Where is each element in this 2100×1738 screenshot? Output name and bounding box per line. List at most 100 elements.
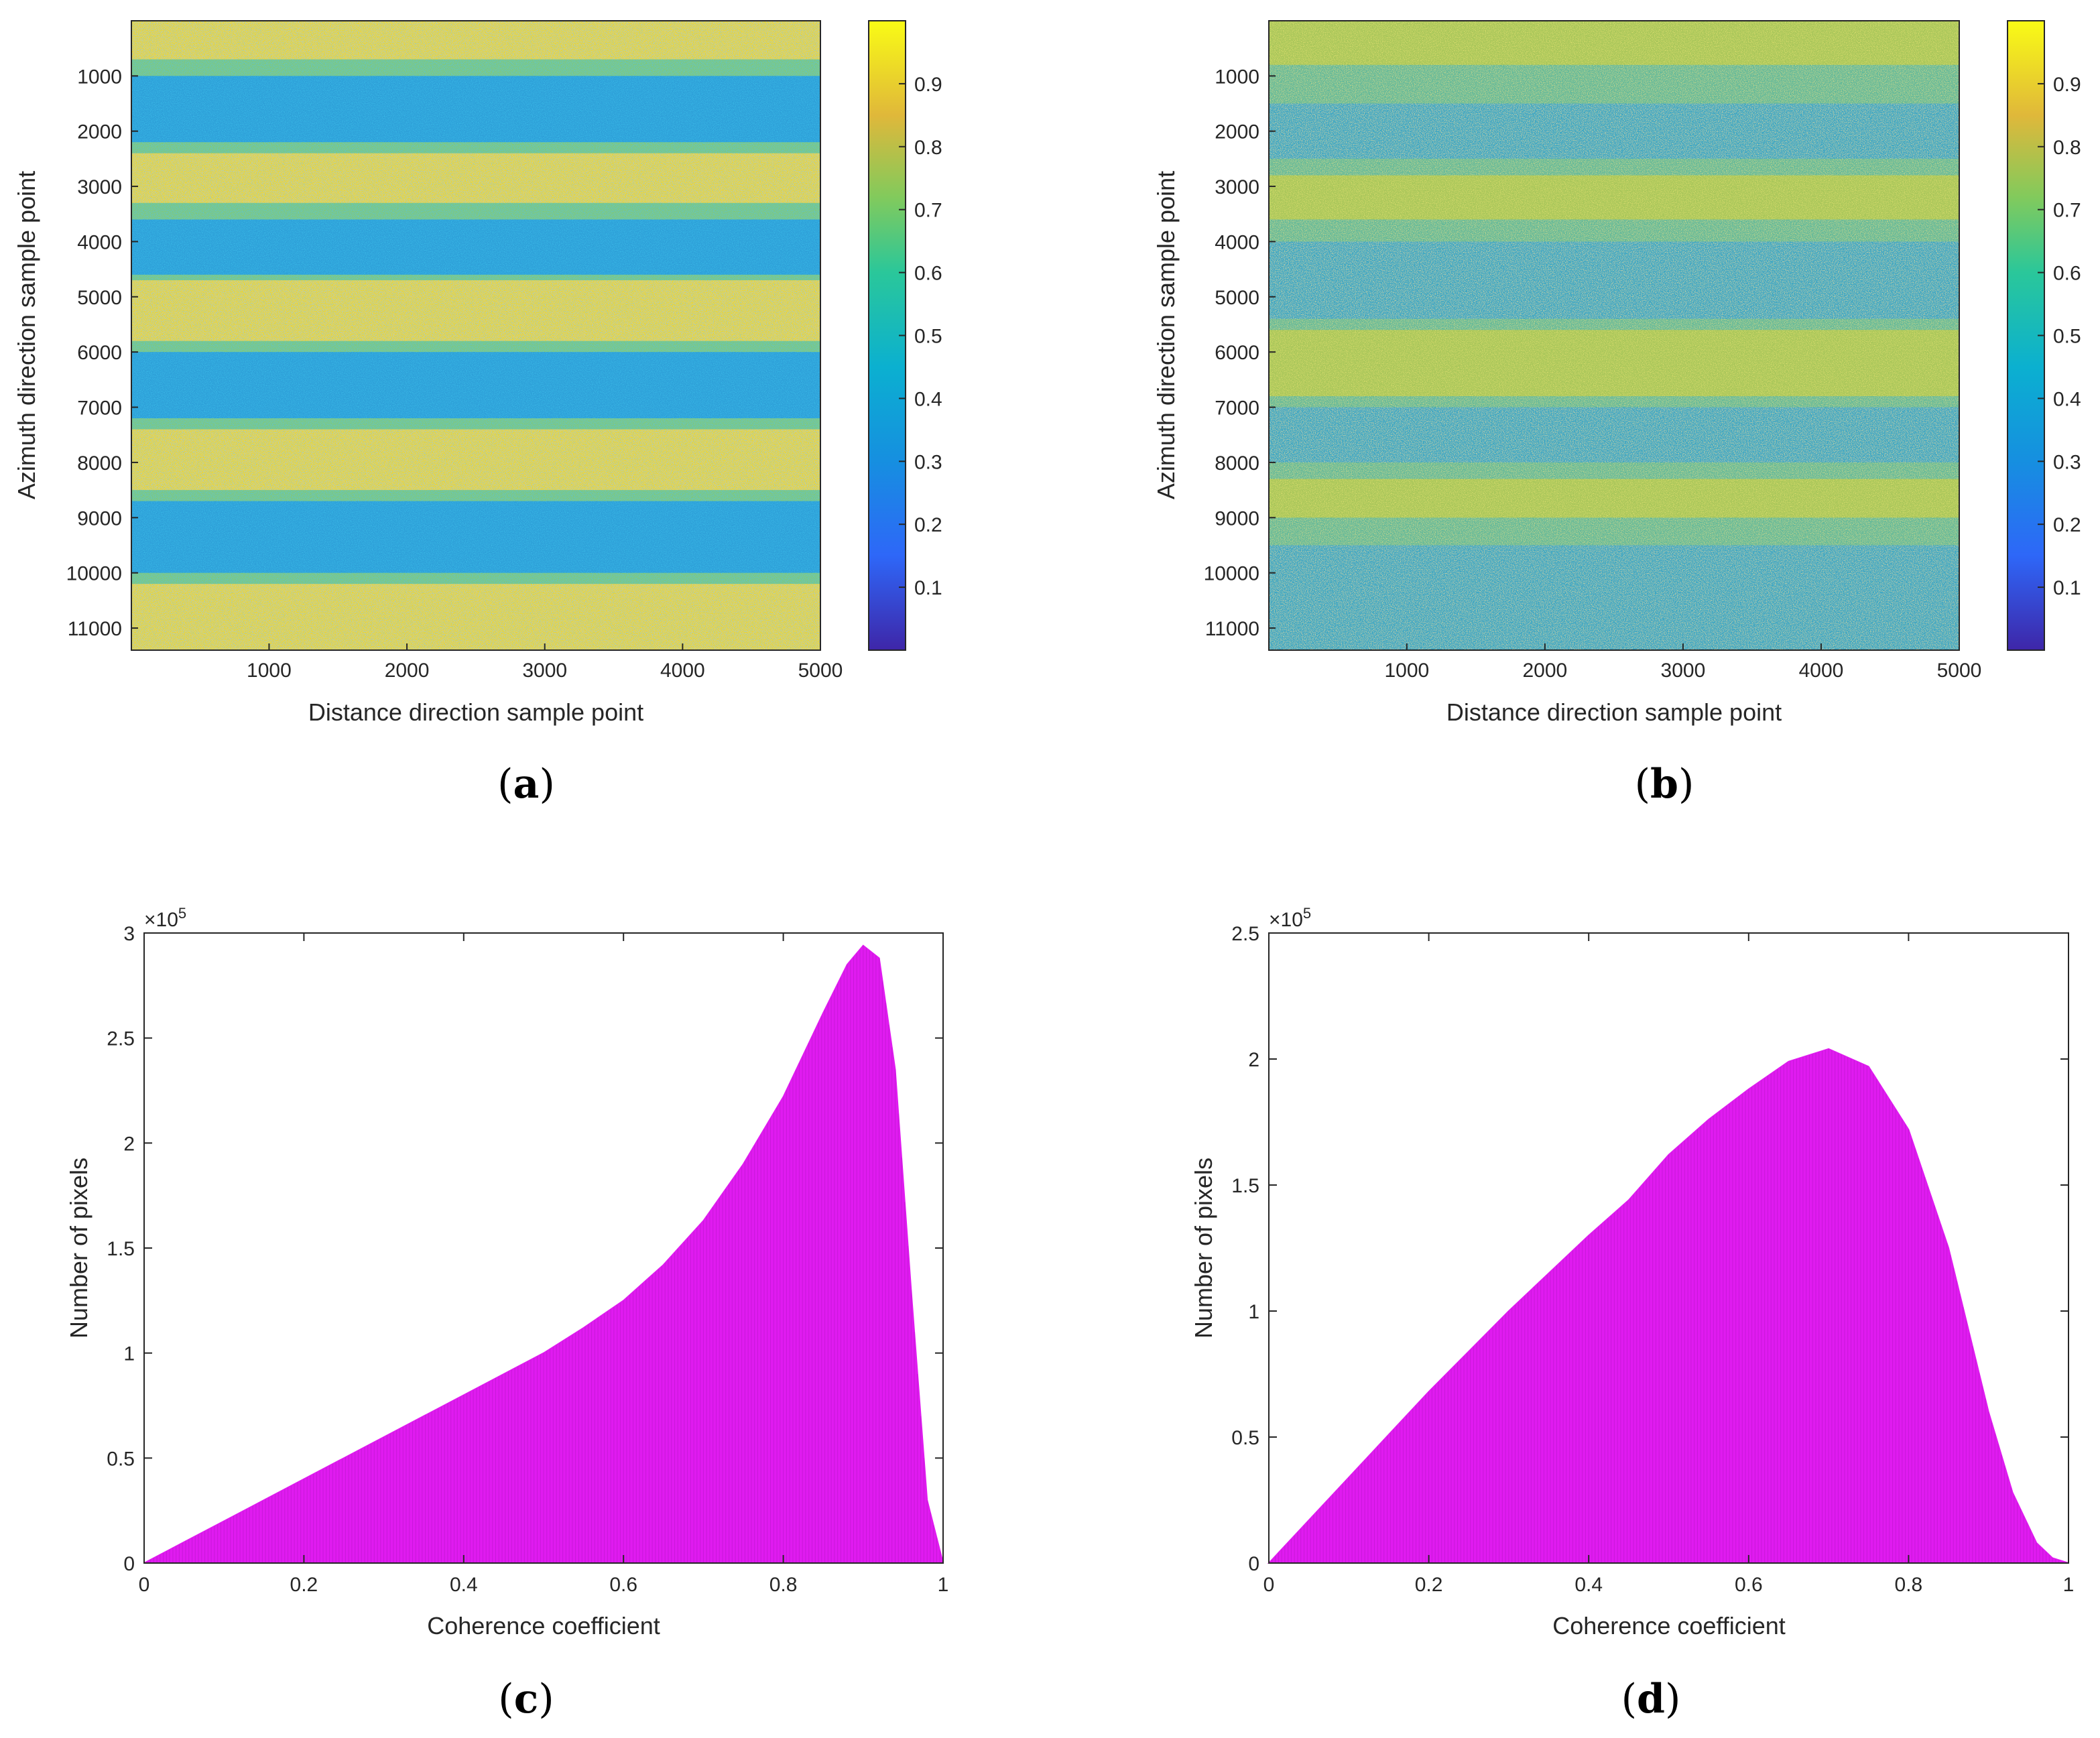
- y-tick-label: 1000: [1215, 66, 1259, 88]
- colorbar-tick-label: 0.3: [2053, 451, 2081, 473]
- x-tick-label: 5000: [798, 660, 843, 682]
- colorbar-tick-label: 0.9: [914, 74, 942, 96]
- heatmap-b-low-band: [1269, 103, 1959, 159]
- colorbar-tick-label: 0.8: [914, 137, 942, 159]
- panel-label-b: (b): [1635, 761, 1694, 808]
- ylabel-c: Number of pixels: [65, 1158, 92, 1339]
- ylabel-d: Number of pixels: [1190, 1158, 1217, 1339]
- xlabel-b: Distance direction sample point: [1446, 698, 1782, 726]
- y-tick-label: 2.5: [1231, 923, 1259, 945]
- x-tick-label: 0.2: [1415, 1574, 1443, 1596]
- x-tick-label: 0.2: [290, 1574, 318, 1596]
- heatmap-b-high-band: [1269, 479, 1959, 518]
- colorbar-tick-label: 0.4: [914, 388, 942, 410]
- x-tick-label: 0: [139, 1574, 150, 1596]
- heatmap-a-image: [131, 21, 820, 650]
- y-tick-label: 1: [1248, 1301, 1259, 1323]
- y-tick-label: 1.5: [1231, 1175, 1259, 1197]
- y-tick-label: 2000: [1215, 121, 1259, 143]
- colorbar-tick-label: 0.1: [2053, 577, 2081, 599]
- y-tick-label: 2.5: [107, 1028, 135, 1050]
- colorbar-tick-label: 0.7: [2053, 200, 2081, 222]
- heatmap-b-low-band: [1269, 407, 1959, 462]
- y-tick-label: 2000: [77, 121, 122, 143]
- y-tick-label: 8000: [77, 452, 122, 475]
- colorbar-tick-label: 0.5: [914, 326, 942, 348]
- heatmap-a-frame: [131, 20, 821, 651]
- y-tick-label: 11000: [1205, 618, 1259, 640]
- y-tick-label: 4000: [77, 231, 122, 253]
- heatmap-b-low-band: [1269, 241, 1959, 319]
- y-tick-label: 1000: [77, 66, 122, 88]
- x-tick-label: 2000: [385, 660, 430, 682]
- heatmap-b-image: [1269, 21, 1959, 650]
- y-tick-label: 7000: [1215, 397, 1259, 420]
- y-tick-label: 4000: [1215, 231, 1259, 253]
- exponent-c: ×105: [144, 905, 186, 931]
- panel-c: 0 0.2 0.4 0.6 0.8 1 0 0.5 1 1.5 2 2.5 3 ×105 Coheren…: [65, 905, 948, 1723]
- x-tick-label: 4000: [1799, 660, 1844, 682]
- colorbar-tick-label: 0.9: [2053, 74, 2081, 96]
- xlabel-d: Coherence coefficient: [1552, 1612, 1786, 1639]
- heatmap-a-high-band: [131, 21, 820, 60]
- panel-b: 1000 2000 3000 4000 5000 1000 2000 3000 4000 5000…: [1152, 20, 2081, 808]
- y-tick-label: 11000: [68, 618, 122, 640]
- colorbar-tick-label: 0.3: [914, 451, 942, 473]
- heatmap-a-high-band: [131, 280, 820, 341]
- heatmap-b-high-band: [1269, 175, 1959, 220]
- x-tick-label: 4000: [660, 660, 705, 682]
- y-tick-label: 8000: [1215, 452, 1259, 475]
- x-tick-label: 5000: [1937, 660, 1982, 682]
- y-tick-label: 2: [1248, 1049, 1259, 1071]
- x-tick-label: 0.8: [1895, 1574, 1923, 1596]
- xlabel-c: Coherence coefficient: [427, 1612, 660, 1639]
- colorbar-tick-label: 0.6: [914, 263, 942, 285]
- x-tick-label: 1000: [1384, 660, 1429, 682]
- heatmap-a-low-band: [131, 76, 820, 143]
- heatmap-a-high-band: [131, 584, 820, 650]
- y-tick-label: 10000: [66, 563, 122, 585]
- y-tick-label: 3: [123, 923, 135, 945]
- x-tick-label: 0.4: [1574, 1574, 1603, 1596]
- heatmap-a-high-band: [131, 153, 820, 203]
- y-tick-label: 0: [1248, 1553, 1259, 1575]
- panel-a: 1000 2000 3000 4000 5000 1000 2000 3000 4000 5000…: [13, 20, 942, 808]
- y-tick-label: 6000: [1215, 342, 1259, 364]
- x-tick-label: 1000: [247, 660, 292, 682]
- colorbar-tick-label: 0.6: [2053, 263, 2081, 285]
- y-tick-label: 1.5: [107, 1238, 135, 1260]
- heatmap-a-low-band: [131, 352, 820, 419]
- panel-d: 0 0.2 0.4 0.6 0.8 1 0 0.5 1 1.5 2 2.5 ×105 Coherenc…: [1190, 905, 2074, 1723]
- heatmap-a-high-band: [131, 429, 820, 491]
- x-tick-label: 0.8: [769, 1574, 798, 1596]
- colorbar-tick-label: 0.8: [2053, 137, 2081, 159]
- panel-label-c: (c): [498, 1676, 554, 1723]
- x-tick-label: 0.6: [1735, 1574, 1763, 1596]
- y-tick-label: 5000: [77, 287, 122, 309]
- y-tick-label: 1: [123, 1343, 135, 1365]
- x-tick-label: 1: [938, 1574, 949, 1596]
- colorbar-tick-label: 0.1: [914, 577, 942, 599]
- y-tick-label: 10000: [1204, 563, 1259, 585]
- y-tick-label: 3000: [1215, 176, 1259, 198]
- colorbar-tick-label: 0.7: [914, 200, 942, 222]
- y-tick-label: 5000: [1215, 287, 1259, 309]
- heatmap-b-frame: [1268, 20, 1960, 651]
- x-tick-label: 0: [1263, 1574, 1275, 1596]
- x-tick-label: 2000: [1523, 660, 1568, 682]
- exponent-d: ×105: [1269, 905, 1311, 931]
- ylabel-a: Azimuth direction sample point: [13, 171, 40, 499]
- colorbar-tick-label: 0.5: [2053, 326, 2081, 348]
- y-tick-label: 0.5: [1231, 1427, 1259, 1449]
- ylabel-b: Azimuth direction sample point: [1152, 171, 1180, 499]
- y-tick-label: 9000: [77, 507, 122, 530]
- panel-label-d: (d): [1621, 1676, 1681, 1723]
- x-tick-label: 0.4: [450, 1574, 478, 1596]
- x-tick-label: 0.6: [609, 1574, 637, 1596]
- x-tick-label: 3000: [522, 660, 567, 682]
- colorbar-tick-label: 0.2: [2053, 514, 2081, 536]
- y-tick-label: 0: [123, 1553, 135, 1575]
- colorbar-tick-label: 0.2: [914, 514, 942, 536]
- y-tick-label: 3000: [77, 176, 122, 198]
